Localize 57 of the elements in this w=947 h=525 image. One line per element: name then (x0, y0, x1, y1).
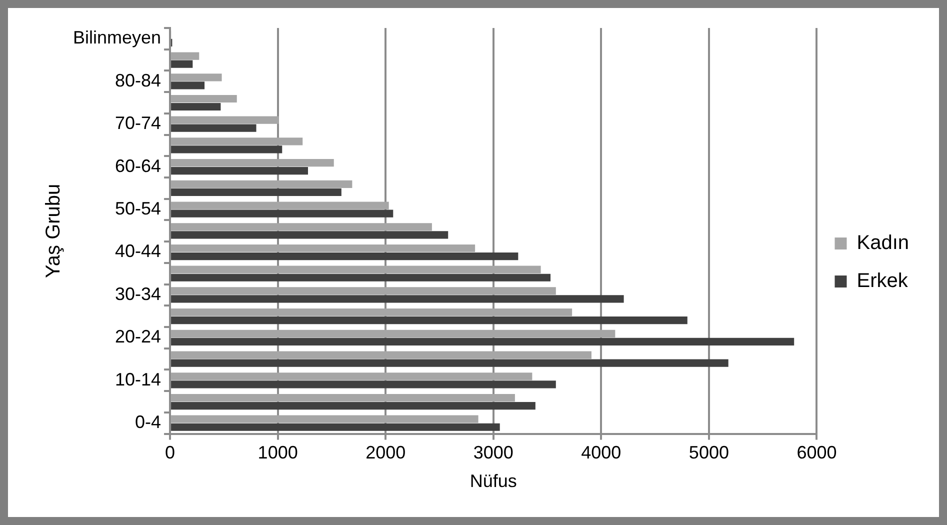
bar (171, 94, 237, 103)
y-tick-label: 80-84 (114, 70, 162, 90)
x-tick-label: 0 (165, 442, 176, 463)
bar (171, 308, 572, 316)
y-tick-label: 20-24 (114, 326, 162, 347)
bar (171, 124, 256, 132)
bar (171, 415, 478, 423)
bar (171, 116, 279, 124)
x-tick-label: 5000 (688, 442, 729, 463)
x-tick-label: 4000 (581, 442, 622, 463)
bar (171, 188, 342, 196)
y-tick-label: 50-54 (114, 198, 162, 219)
bar (171, 394, 515, 402)
bar (171, 102, 221, 111)
bar (171, 202, 389, 210)
bar (171, 159, 334, 167)
bar (171, 402, 536, 410)
y-axis-title: Yaş Grubu (42, 184, 65, 278)
bar (171, 167, 308, 175)
legend-label: Kadın (856, 232, 909, 254)
bar (171, 338, 794, 346)
y-tick-label: 70-74 (114, 113, 162, 134)
bar (171, 210, 394, 218)
x-tick-label: 1000 (258, 442, 298, 463)
y-tick-label: 30-34 (114, 284, 162, 304)
y-tick-label: 10-14 (114, 369, 162, 390)
bar (171, 60, 193, 68)
bar (171, 423, 500, 431)
bar (171, 138, 303, 146)
bar (171, 223, 432, 231)
bar (171, 231, 448, 239)
bar (171, 74, 222, 82)
bar (171, 244, 476, 252)
bar (171, 266, 541, 274)
bar (171, 287, 556, 295)
bar (171, 180, 352, 188)
bar (171, 252, 518, 260)
bar (171, 316, 688, 324)
y-tick-label: 0-4 (135, 412, 162, 432)
y-tick-label: 40-44 (114, 241, 162, 262)
x-tick-label: 3000 (473, 442, 514, 463)
bar (171, 295, 624, 303)
bar (171, 274, 551, 282)
bar (171, 52, 200, 60)
y-tick-label: Bilinmeyen (72, 28, 162, 48)
bar (171, 146, 282, 154)
x-axis-title: Nüfus (470, 471, 517, 492)
x-tick-label: 2000 (366, 442, 406, 463)
x-tick-label: 6000 (796, 442, 837, 463)
bar (171, 372, 532, 380)
bar (171, 351, 592, 359)
bar (171, 82, 205, 90)
y-tick-label: 60-64 (114, 156, 162, 176)
bar (171, 359, 728, 367)
bar (171, 330, 616, 338)
bar (171, 380, 556, 388)
legend-label: Erkek (856, 270, 909, 292)
